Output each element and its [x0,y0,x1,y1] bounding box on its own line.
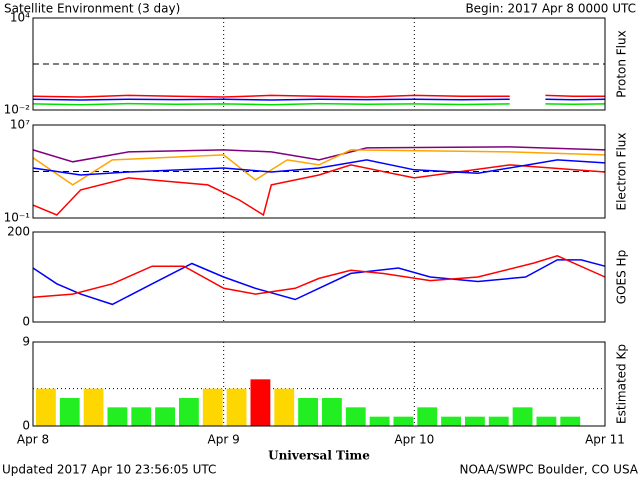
bar [226,388,247,426]
bar [441,416,461,426]
panel-label: Electron Flux [615,133,629,211]
bar [155,407,175,426]
y-tick-label: 10⁻¹ [4,211,31,225]
bar [107,407,128,426]
bar [179,398,199,426]
bar [512,407,533,426]
x-tick-label: Apr 11 [585,433,625,447]
y-tick-label: 9 [22,335,30,349]
bar [369,416,390,426]
title: Satellite Environment (3 day) [4,2,180,16]
series-line [32,94,605,98]
series-line [32,146,606,163]
bar [322,398,342,426]
series-line [32,255,606,299]
y-tick-label: 0 [22,315,30,329]
bar [36,388,56,426]
bar [560,416,581,426]
begin: Begin: 2017 Apr 8 0000 UTC [465,2,636,16]
bar [465,416,485,426]
series-line [32,102,606,106]
panel-frame [32,341,606,427]
bar [298,398,318,426]
series-line [32,259,606,306]
panel-label: GOES Hp [615,250,629,304]
bar [417,407,438,426]
panel-frame [32,231,606,323]
credit: NOAA/SWPC Boulder, CO USA [460,463,639,477]
bar [59,398,80,426]
y-tick-label: 10⁻² [4,103,31,117]
y-tick-label: 10⁴ [10,11,30,25]
bar [345,407,366,426]
panel-label: Proton Flux [615,30,629,97]
updated: Updated 2017 Apr 10 23:56:05 UTC [2,463,216,477]
bar [131,407,152,426]
y-tick-label: 10⁷ [10,118,30,132]
bar [83,388,104,426]
bar [202,388,223,426]
x-tick-label: Apr 8 [17,433,49,447]
panel-frame [32,17,606,111]
series-line [32,164,606,217]
y-tick-label: 200 [7,225,30,239]
series-line [32,149,606,186]
bar [536,416,557,426]
x-axis-label: Universal Time [268,449,370,463]
x-tick-label: Apr 9 [208,433,240,447]
series-line [32,98,606,101]
panel-frame [32,124,606,219]
bar [250,379,271,426]
bar [393,416,414,426]
bar [274,388,295,426]
y-tick-label: 0 [22,419,30,433]
x-tick-label: Apr 10 [394,433,434,447]
panel-label: Estimated Kp [615,344,629,424]
series-line [32,159,606,176]
bar [488,416,509,426]
